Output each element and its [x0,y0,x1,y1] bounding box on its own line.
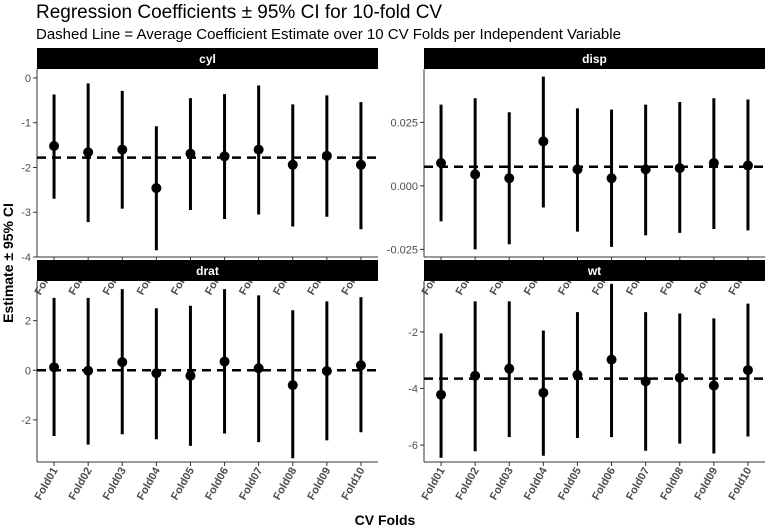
estimate-point-wt [742,365,753,376]
estimate-point-disp [742,160,753,171]
y-tick-label-wt: -2 [408,327,418,339]
estimate-point-cyl [219,151,230,162]
facet-strip-cyl [37,48,378,69]
y-tick-label-cyl: -1 [21,118,31,130]
x-tick-label-drat: Fold03 [101,466,129,503]
estimate-point-disp [708,158,719,168]
estimate-point-wt [640,376,651,387]
estimate-point-drat [117,357,128,368]
x-tick-label-wt: Fold09 [692,466,720,503]
estimate-point-wt [606,354,617,365]
y-tick-label-disp: 0.000 [390,181,418,193]
x-tick-label-drat: Fold01 [33,466,61,503]
estimate-point-wt [708,380,719,391]
estimate-point-disp [504,173,515,184]
x-tick-label-drat: Fold02 [67,466,95,503]
facet-label-cyl: cyl [199,52,216,66]
estimate-point-cyl [117,144,128,155]
estimate-point-cyl [321,150,332,161]
y-axis-title: Estimate ± 95% CI [0,203,16,323]
x-tick-label-wt: Fold01 [420,466,448,503]
y-tick-label-drat: 2 [25,316,31,328]
estimate-point-disp [470,169,481,180]
estimate-point-cyl [83,147,94,158]
estimate-point-disp [606,173,617,184]
estimate-point-cyl [287,159,298,170]
y-tick-label-disp: -0.025 [387,244,418,256]
estimate-point-wt [470,370,481,381]
facet-strip-drat [37,260,378,281]
x-tick-label-wt: Fold03 [488,466,516,503]
facet-strip-disp [424,48,765,69]
estimate-point-drat [185,370,196,381]
estimate-point-cyl [355,159,366,170]
estimate-point-drat [287,380,298,391]
estimate-point-drat [83,365,94,376]
estimate-point-drat [151,368,162,379]
y-tick-label-cyl: 0 [25,73,31,85]
estimate-point-drat [355,360,366,371]
chart-subtitle: Dashed Line = Average Coefficient Estima… [36,26,621,43]
facet-label-wt: wt [587,264,601,278]
estimate-point-disp [538,136,549,147]
y-tick-label-drat: -2 [21,415,31,427]
estimate-point-cyl [49,140,60,151]
estimate-point-wt [436,389,447,400]
estimate-point-cyl [151,183,162,194]
x-tick-label-wt: Fold05 [556,466,584,503]
estimate-point-wt [504,363,515,374]
facet-label-disp: disp [582,52,607,66]
y-tick-label-cyl: -3 [21,207,31,219]
facet-strip-wt [424,260,765,281]
estimate-point-drat [253,363,264,374]
y-tick-label-cyl: -4 [21,252,31,264]
estimate-point-wt [674,372,685,383]
x-tick-label-drat: Fold08 [271,466,299,503]
x-tick-label-wt: Fold07 [624,466,652,503]
x-tick-label-wt: Fold08 [658,466,686,503]
x-tick-label-drat: Fold04 [135,465,164,502]
x-tick-label-drat: Fold10 [339,466,367,503]
x-axis-title: CV Folds [355,512,416,528]
estimate-point-wt [538,387,549,398]
y-tick-label-disp: 0.025 [390,117,418,129]
chart-title: Regression Coefficients ± 95% CI for 10-… [36,2,443,23]
estimate-point-cyl [185,148,196,159]
y-tick-label-wt: -4 [408,383,418,395]
x-tick-label-wt: Fold02 [454,466,482,503]
estimate-point-disp [674,163,685,174]
y-tick-label-cyl: -2 [21,162,31,174]
estimate-point-drat [321,366,332,377]
facet-label-drat: drat [196,264,219,278]
estimate-point-wt [572,369,583,380]
estimate-point-drat [219,356,230,367]
x-tick-label-wt: Fold04 [522,465,551,502]
y-tick-label-drat: 0 [25,365,31,377]
x-tick-label-drat: Fold07 [237,466,265,503]
estimate-point-disp [436,158,447,168]
x-tick-label-drat: Fold06 [203,466,231,503]
x-tick-label-wt: Fold10 [726,466,754,503]
estimate-point-cyl [253,144,264,155]
estimate-point-disp [572,164,583,175]
estimate-point-disp [640,164,651,175]
x-tick-label-drat: Fold05 [169,466,197,503]
x-tick-label-wt: Fold06 [590,466,618,503]
y-tick-label-wt: -6 [408,440,418,452]
x-tick-label-drat: Fold09 [305,466,333,503]
estimate-point-drat [49,362,60,373]
